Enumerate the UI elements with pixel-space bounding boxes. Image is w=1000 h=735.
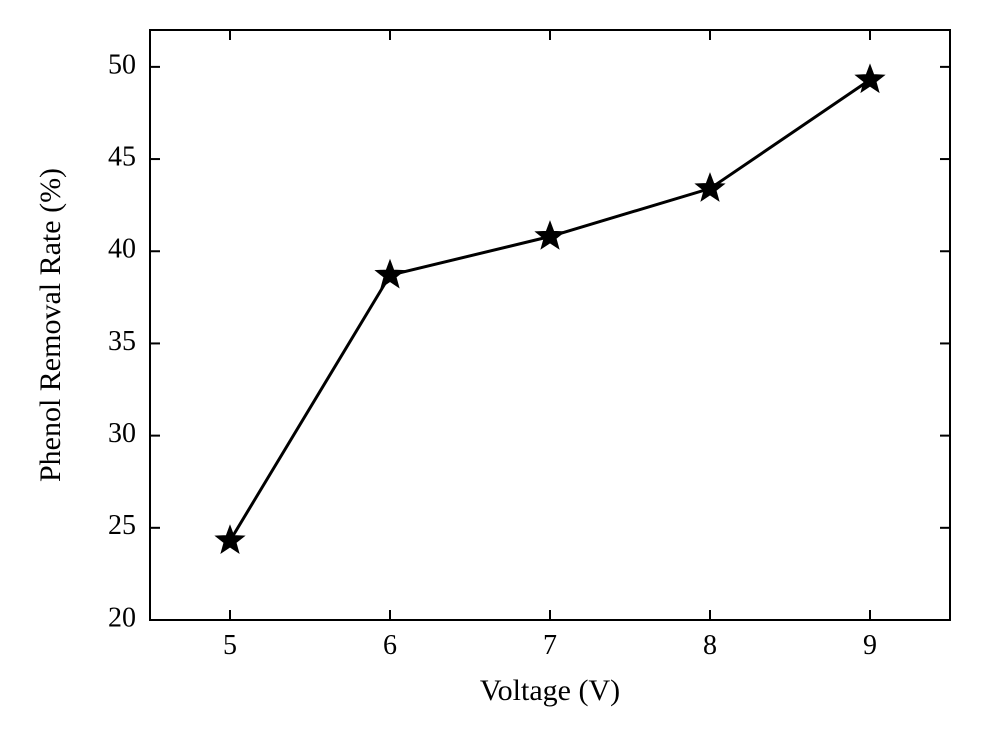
x-tick-label: 9 xyxy=(863,630,877,661)
chart-container: 20 25 30 35 40 45 50 5 6 7 8 9 Phenol Removal Rate (… xyxy=(0,0,1000,735)
y-tick-label: 40 xyxy=(108,234,136,265)
chart-svg: 20 25 30 35 40 45 50 5 6 7 8 9 Phenol Removal Rate (… xyxy=(0,0,1000,735)
y-tick-label: 35 xyxy=(108,326,136,357)
x-tick-label: 7 xyxy=(543,630,557,661)
y-tick-label: 25 xyxy=(108,510,136,541)
x-tick-label: 6 xyxy=(383,630,397,661)
y-tick-label: 50 xyxy=(108,49,136,80)
y-tick-label: 45 xyxy=(108,141,136,172)
x-tick-label: 5 xyxy=(223,630,237,661)
x-tick-label: 8 xyxy=(703,630,717,661)
y-tick-label: 20 xyxy=(108,602,136,633)
y-axis-label: Phenol Removal Rate (%) xyxy=(34,168,67,482)
y-tick-label: 30 xyxy=(108,418,136,449)
x-axis-label: Voltage (V) xyxy=(480,674,620,707)
